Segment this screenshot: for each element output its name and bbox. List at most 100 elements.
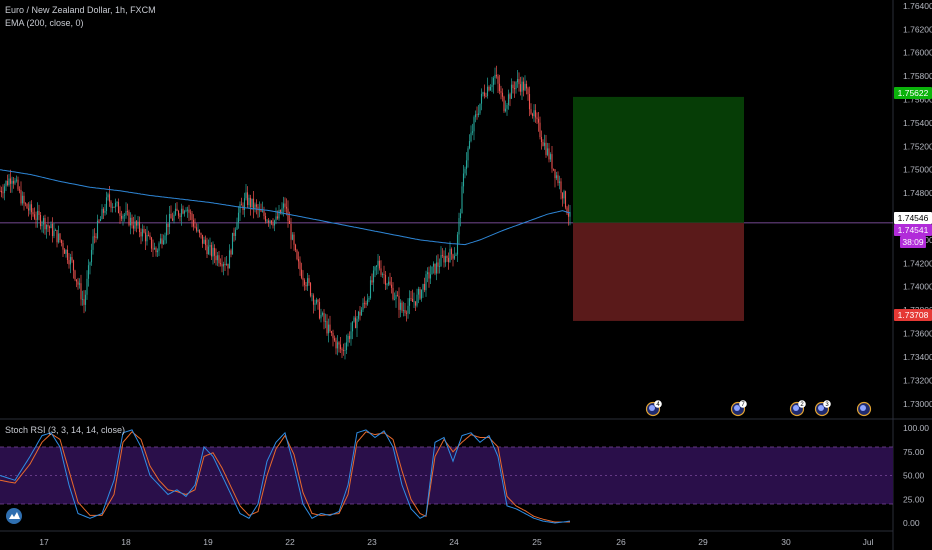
candle-body <box>221 264 223 267</box>
candle-body <box>119 213 121 216</box>
candle-body <box>69 257 72 265</box>
candle-body <box>222 263 225 267</box>
candle-body <box>84 294 87 305</box>
candle-body <box>284 203 286 207</box>
stoch-rsi-legend[interactable]: Stoch RSI (3, 3, 14, 14, close) <box>5 425 126 435</box>
candle-body <box>126 211 129 212</box>
candle-body <box>294 244 297 251</box>
stoch-axis-tick: 25.00 <box>903 494 925 504</box>
candle-body <box>492 78 495 85</box>
candle-body <box>461 186 463 214</box>
event-badge-count: 3 <box>825 402 829 408</box>
event-badge[interactable]: 4 <box>645 400 662 417</box>
candle-body <box>509 94 511 99</box>
stop-loss-zone[interactable] <box>573 222 744 321</box>
candle-body <box>441 255 444 256</box>
candle-body <box>147 234 150 236</box>
candle-body <box>389 281 391 285</box>
candle-body <box>569 212 571 217</box>
stoch-k-line[interactable] <box>0 429 571 524</box>
candle-body <box>410 298 412 299</box>
candle-body <box>263 210 265 217</box>
symbol-title[interactable]: Euro / New Zealand Dollar, 1h, FXCM <box>5 5 156 15</box>
candle-body <box>405 312 408 314</box>
candle-body <box>180 208 183 217</box>
candle-body <box>57 233 60 243</box>
candle-body <box>342 350 345 351</box>
candle-body <box>312 295 315 305</box>
candle-body <box>431 266 433 275</box>
candle-body <box>132 225 135 229</box>
event-badge[interactable]: 7 <box>730 400 747 417</box>
candle-body <box>287 208 289 221</box>
candle-body <box>51 223 54 237</box>
candle-body <box>269 220 271 223</box>
candle-body <box>225 263 228 266</box>
time-axis-tick: 26 <box>616 537 626 547</box>
ema-legend[interactable]: EMA (200, close, 0) <box>5 18 84 28</box>
candle-body <box>356 318 358 329</box>
candle-body <box>56 230 58 243</box>
candle-body <box>434 263 436 274</box>
candle-body <box>65 249 67 254</box>
candle-body <box>240 204 243 206</box>
candle-body <box>360 309 363 316</box>
candle-body <box>30 204 33 213</box>
candle-body <box>507 94 510 105</box>
price-axis-tick: 1.73400 <box>903 352 932 362</box>
bar-countdown-tag: 38:09 <box>900 236 926 248</box>
candle-body <box>348 335 351 339</box>
candle-body <box>384 274 387 285</box>
candle-body <box>15 179 18 181</box>
event-badge[interactable]: 3 <box>814 400 831 417</box>
candle-body <box>497 76 499 84</box>
candle-body <box>560 181 562 193</box>
candle-body <box>92 236 94 250</box>
candle-body <box>255 204 258 207</box>
candle-body <box>383 274 385 276</box>
candle-body <box>464 168 466 174</box>
candle-body <box>309 283 312 296</box>
candle-body <box>489 87 492 91</box>
candle-body <box>110 201 112 208</box>
candle-body <box>380 268 382 275</box>
candle-body <box>101 208 103 220</box>
candle-body <box>140 231 142 237</box>
candle-body <box>545 142 547 155</box>
candle-body <box>395 295 397 299</box>
candle-body <box>18 189 21 191</box>
candle-body <box>333 338 336 341</box>
candle-body <box>224 263 226 266</box>
candle-body <box>237 212 240 223</box>
candle-body <box>144 232 147 242</box>
candle-body <box>35 218 37 220</box>
candle-body <box>378 260 381 269</box>
candle-body <box>179 215 181 217</box>
candle-body <box>17 179 19 190</box>
candle-body <box>387 281 390 285</box>
candle-body <box>111 206 114 208</box>
candle-body <box>9 178 12 184</box>
candle-body <box>302 277 304 281</box>
candle-body <box>53 230 55 237</box>
candle-body <box>369 280 372 299</box>
candle-body <box>425 274 427 291</box>
candle-body <box>257 206 259 211</box>
ema-line[interactable] <box>0 169 571 246</box>
candle-body <box>135 221 138 226</box>
candle-body <box>449 248 451 263</box>
event-badge[interactable] <box>856 401 872 417</box>
stoch-d-line[interactable] <box>0 431 570 523</box>
take-profit-zone[interactable] <box>573 96 744 223</box>
tradingview-logo[interactable] <box>6 508 22 524</box>
candle-body <box>170 213 172 219</box>
event-badge[interactable]: 2 <box>789 400 806 417</box>
candle-body <box>495 74 498 77</box>
candle-body <box>249 197 252 208</box>
candle-body <box>308 278 310 284</box>
candle-body <box>501 92 504 97</box>
candle-body <box>462 173 465 187</box>
candle-body <box>33 214 36 219</box>
candle-body <box>432 263 435 267</box>
